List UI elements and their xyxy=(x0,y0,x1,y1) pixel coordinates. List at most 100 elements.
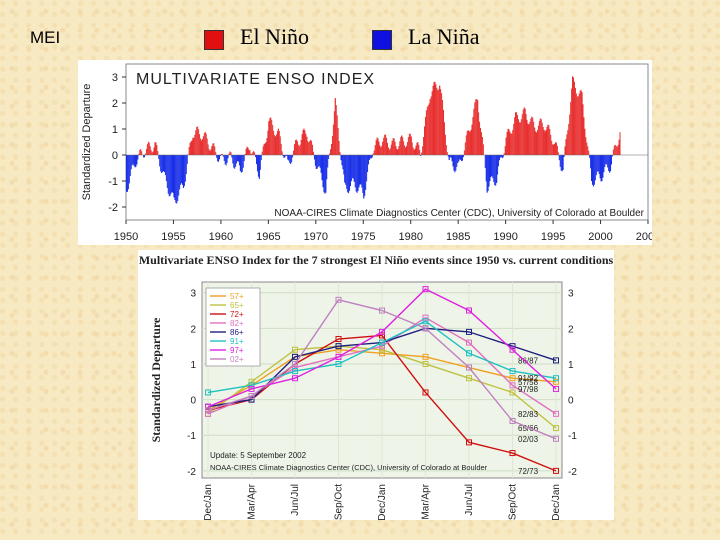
x-tick-label: 2000 xyxy=(588,231,612,243)
mei-bar xyxy=(531,116,533,155)
mei-bar xyxy=(429,99,431,155)
mei-bar xyxy=(592,155,594,185)
mei-bar xyxy=(334,98,336,155)
data-point xyxy=(335,346,342,353)
mei-bar xyxy=(256,155,258,172)
mei-bar xyxy=(593,155,595,185)
mei-bar xyxy=(442,109,444,155)
mei-bar xyxy=(398,146,400,155)
mei-bar xyxy=(603,155,605,173)
mei-bar xyxy=(512,129,514,155)
mei-bar xyxy=(172,155,174,193)
mei-bar xyxy=(404,145,406,155)
mei-bar xyxy=(505,137,507,155)
mei-bar xyxy=(181,155,183,185)
mei-bar xyxy=(320,155,322,173)
mei-bar xyxy=(568,123,570,155)
mei-bar xyxy=(178,155,180,196)
mei-bar xyxy=(480,127,482,155)
mei-bar xyxy=(374,145,376,155)
data-point xyxy=(422,360,429,367)
mei-bar xyxy=(381,145,383,155)
mei-bar xyxy=(426,106,428,155)
mei-bar xyxy=(500,155,502,158)
mei-bar xyxy=(298,146,300,155)
mei-bar xyxy=(464,142,466,155)
data-point xyxy=(509,450,516,457)
mei-bar xyxy=(560,155,562,171)
mei-bar xyxy=(355,155,357,192)
mei-bar xyxy=(197,126,199,155)
y-tick-label: -2 xyxy=(108,202,118,214)
data-point xyxy=(292,353,298,360)
mei-bar xyxy=(233,155,235,168)
mei-bar xyxy=(141,151,143,155)
mei-bar xyxy=(443,122,445,155)
mei-bar xyxy=(378,141,380,155)
mei-bar xyxy=(144,155,146,158)
mei-bar xyxy=(473,108,475,155)
mei-bar xyxy=(146,144,148,155)
mei-bar xyxy=(423,137,425,155)
mei-bar xyxy=(245,148,247,155)
series-end-label: 65/66 xyxy=(518,424,539,433)
mei-bar xyxy=(548,125,550,155)
mei-bar xyxy=(556,145,558,155)
mei-bar xyxy=(177,155,179,201)
mei-bar xyxy=(577,96,579,155)
mei-bar xyxy=(139,149,141,155)
mei-bar xyxy=(243,155,245,162)
mei-bar xyxy=(188,146,190,155)
mei-bar xyxy=(387,142,388,155)
mei-bar xyxy=(571,88,573,155)
data-point xyxy=(509,382,516,389)
x-tick-label: 1965 xyxy=(256,231,280,243)
mei-bar xyxy=(329,153,331,155)
data-point xyxy=(379,332,385,339)
la-nina-swatch xyxy=(372,30,392,50)
mei-bar xyxy=(268,121,270,155)
mei-bar xyxy=(471,124,473,155)
mei-bar xyxy=(363,155,365,199)
mei-bar xyxy=(349,155,351,191)
mei-bar xyxy=(543,129,545,155)
mei-bar xyxy=(453,155,455,171)
mei-bar xyxy=(218,155,220,162)
mei-bar xyxy=(607,155,609,168)
y-tick-label: 0 xyxy=(112,150,118,162)
mei-bar xyxy=(237,155,239,162)
legend-label: 86+ xyxy=(230,328,244,337)
mei-bar xyxy=(187,154,189,155)
mei-bar xyxy=(164,155,166,176)
mei-bar xyxy=(368,155,370,165)
mei-bar xyxy=(536,132,538,155)
mei-bar xyxy=(170,155,172,194)
mei-bar xyxy=(198,129,200,155)
mei-bar xyxy=(149,146,151,155)
mei-bar xyxy=(389,148,391,155)
series-line xyxy=(207,345,557,429)
mei-bar xyxy=(323,155,325,193)
mei-bar xyxy=(308,142,310,155)
mei-bar xyxy=(295,139,297,155)
mei-bar xyxy=(236,155,238,164)
y-axis-label: Standardized Departure xyxy=(81,84,93,201)
mei-bar xyxy=(208,149,210,155)
mei-bar xyxy=(554,143,556,155)
mei-bar xyxy=(475,99,477,155)
mei-bar xyxy=(406,142,408,155)
mei-bar xyxy=(427,105,429,155)
mei-bar xyxy=(555,142,557,155)
mei-bar xyxy=(126,155,127,192)
mei-bar xyxy=(379,145,381,155)
mei-bar xyxy=(599,155,601,179)
mei-bar xyxy=(506,131,508,155)
mei-bar xyxy=(510,133,512,155)
data-point xyxy=(509,417,516,424)
mei-bar xyxy=(176,155,178,204)
mei-bar xyxy=(561,155,563,172)
mei-bar xyxy=(425,110,427,155)
mei-bar xyxy=(566,134,568,155)
mei-bar xyxy=(242,155,244,168)
mei-bar xyxy=(309,141,311,155)
